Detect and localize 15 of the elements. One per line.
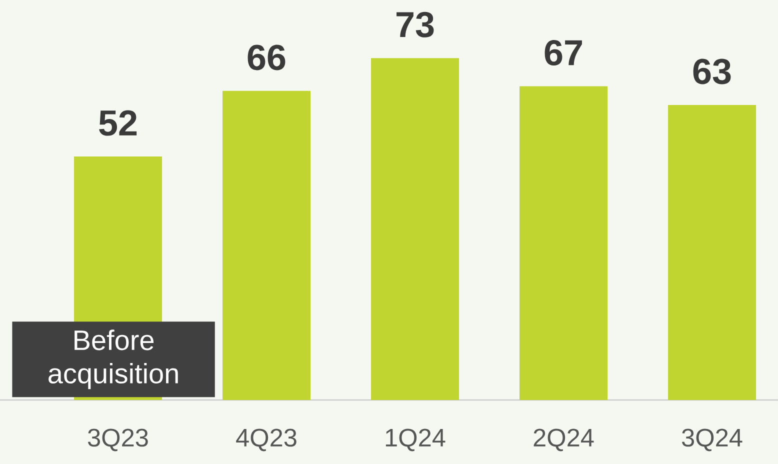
x-tick-label: 3Q24 — [682, 428, 742, 452]
data-label: 73 — [396, 12, 434, 38]
bar — [222, 90, 311, 400]
data-label: 52 — [99, 110, 137, 136]
data-label: 66 — [248, 44, 286, 70]
annotation: Before acquisition — [48, 330, 178, 390]
x-tick-label: 4Q23 — [236, 428, 296, 452]
bar — [668, 104, 756, 400]
data-label: 67 — [544, 40, 582, 66]
x-tick-label: 1Q24 — [386, 428, 446, 452]
x-tick-label: 2Q24 — [534, 428, 594, 452]
x-tick-label: 3Q23 — [88, 428, 148, 452]
bar — [371, 58, 460, 400]
bar — [520, 86, 608, 400]
data-label: 63 — [693, 58, 731, 84]
